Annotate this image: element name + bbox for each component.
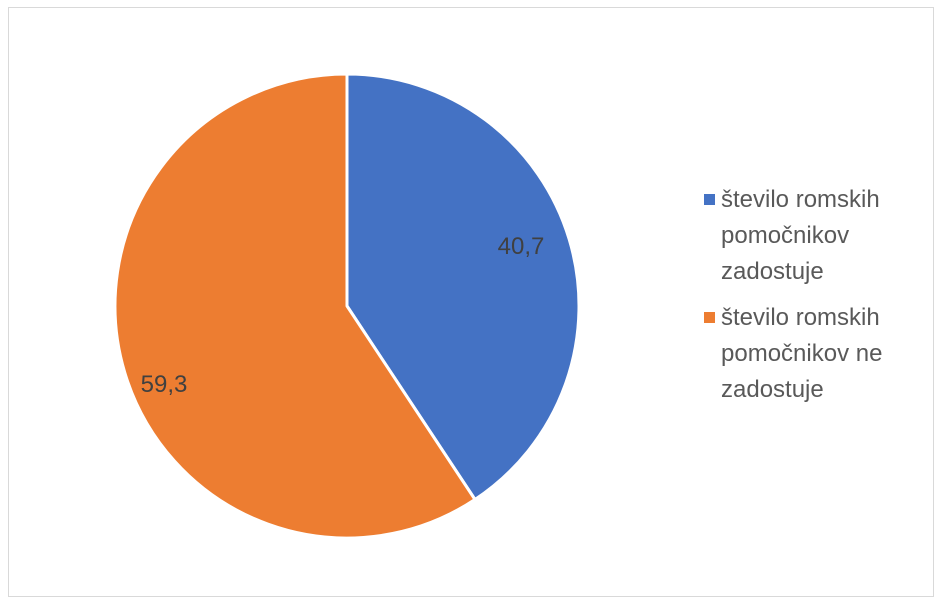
legend-item-zadostuje: število romskih pomočnikov zadostuje	[704, 182, 934, 290]
pie-data-labels: 40,7 59,3	[141, 233, 545, 398]
legend-swatch-zadostuje	[704, 194, 715, 205]
legend-label-zadostuje: število romskih pomočnikov zadostuje	[721, 186, 880, 285]
pie-slice-1	[113, 72, 477, 540]
legend: število romskih pomočnikov zadostuje šte…	[704, 182, 934, 418]
legend-label-ne-zadostuje: število romskih pomočnikov ne zadostuje	[721, 304, 883, 403]
data-label-0: 40,7	[498, 233, 545, 260]
pie-slices	[113, 72, 581, 540]
legend-swatch-ne-zadostuje	[704, 312, 715, 323]
legend-item-ne-zadostuje: število romskih pomočnikov ne zadostuje	[704, 300, 934, 408]
data-label-1: 59,3	[141, 371, 188, 398]
